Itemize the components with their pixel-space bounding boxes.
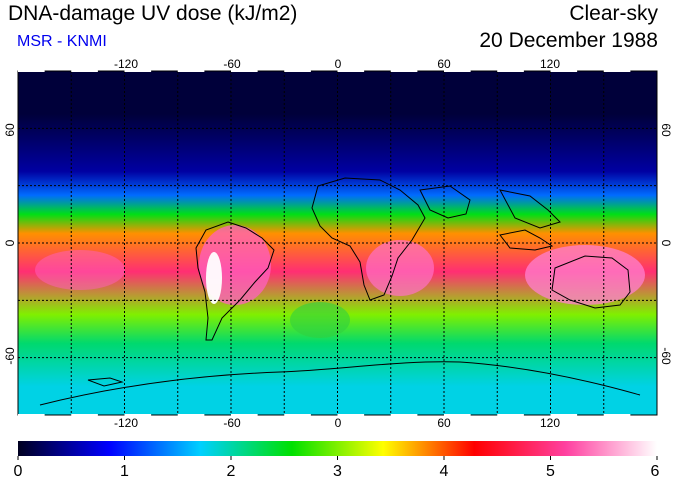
- lon-tick-bottom: 120: [540, 416, 560, 430]
- graticule: [18, 71, 657, 415]
- lon-tick-top: 60: [437, 57, 451, 71]
- lon-tick-top: -120: [114, 57, 138, 71]
- lat-tick-right: -60: [659, 347, 673, 365]
- longitude-labels-bottom: -120 -60 0 60 120: [114, 416, 560, 430]
- latitude-labels-left: 60 0 -60: [3, 123, 17, 365]
- colorbar-label: 4: [440, 463, 449, 480]
- frame-ticks: [18, 70, 631, 416]
- lon-tick-bottom: 0: [335, 416, 342, 430]
- lon-tick-bottom: -60: [223, 416, 241, 430]
- lat-tick-left: 0: [3, 239, 17, 246]
- lat-tick-right: 60: [659, 123, 673, 137]
- pacific-hotspot: [35, 250, 125, 290]
- island-outline: [87, 377, 124, 387]
- latitude-labels-right: 60 0 -60: [659, 123, 673, 365]
- antarctica-outline: [39, 361, 641, 406]
- lon-tick-bottom: -120: [114, 416, 138, 430]
- africa-outline: [311, 177, 426, 301]
- map-title: DNA-damage UV dose (kJ/m2): [8, 2, 298, 25]
- atlantic-low-patch: [290, 302, 350, 338]
- colorbar-label: 2: [227, 463, 236, 480]
- maritime-continent-outline: [499, 229, 554, 251]
- date-label: 20 December 1988: [479, 29, 658, 52]
- longitude-labels-top: -120 -60 0 60 120: [114, 57, 560, 71]
- southern-africa-hotspot: [366, 240, 434, 296]
- lat-tick-right: 0: [659, 240, 673, 247]
- colorbar-label: 6: [651, 463, 660, 480]
- lat-tick-left: 60: [3, 123, 17, 137]
- colorbar-label: 0: [14, 463, 23, 480]
- east-asia-outline: [499, 189, 561, 229]
- south-america-outline: [195, 221, 275, 341]
- map-panel: [18, 71, 657, 415]
- colorbar: [18, 441, 657, 456]
- sky-condition-label: Clear-sky: [569, 2, 658, 25]
- australia-outline: [551, 255, 631, 309]
- colorbar-ticks: [17, 456, 658, 460]
- colorbar-label: 3: [333, 463, 342, 480]
- colorbar-label: 1: [120, 463, 129, 480]
- source-label: MSR - KNMI: [17, 33, 107, 50]
- lon-tick-top: 0: [335, 57, 342, 71]
- coastlines: [39, 177, 641, 406]
- lon-tick-top: 120: [540, 57, 560, 71]
- andes-maximum: [206, 252, 222, 304]
- colorbar-label: 5: [546, 463, 555, 480]
- colorbar-labels: 0 1 2 3 4 5 6: [14, 463, 660, 480]
- lon-tick-top: -60: [223, 57, 241, 71]
- lon-tick-bottom: 60: [437, 416, 451, 430]
- lat-tick-left: -60: [3, 347, 17, 365]
